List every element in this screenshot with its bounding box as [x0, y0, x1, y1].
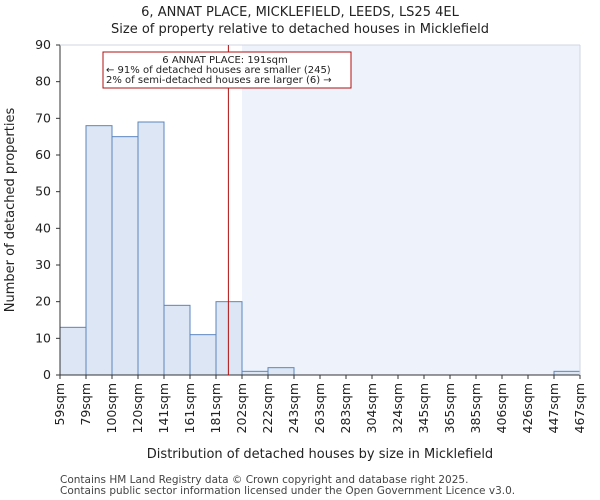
- x-tick-label: 385sqm: [468, 383, 483, 433]
- bar: [163, 304, 191, 376]
- x-tick-label: 100sqm: [104, 383, 119, 433]
- annotation-line-2: ← 91% of detached houses are smaller (24…: [106, 65, 331, 76]
- x-tick-label: 59sqm: [52, 383, 67, 426]
- y-tick-label: 90: [35, 37, 51, 52]
- annotation-line-1: 6 ANNAT PLACE: 191sqm: [162, 55, 287, 66]
- bar: [241, 370, 269, 376]
- x-tick-label: 467sqm: [572, 383, 587, 433]
- bar: [215, 301, 243, 376]
- bar: [189, 334, 217, 376]
- bar: [553, 370, 581, 376]
- x-tick-label: 222sqm: [260, 383, 275, 433]
- bar: [137, 121, 165, 376]
- x-tick-label: 365sqm: [442, 383, 457, 433]
- x-tick-label: 79sqm: [78, 383, 93, 426]
- x-tick-label: 141sqm: [156, 383, 171, 433]
- y-axis-title: Number of detached properties: [3, 108, 18, 313]
- annotation-line-3: 2% of semi-detached houses are larger (6…: [106, 75, 332, 86]
- x-tick-label: 406sqm: [494, 383, 509, 433]
- x-axis-title: Distribution of detached houses by size …: [147, 447, 493, 462]
- footer-line-1: Contains HM Land Registry data © Crown c…: [60, 474, 469, 486]
- chart-subtitle: Size of property relative to detached ho…: [111, 22, 489, 37]
- y-tick-label: 60: [35, 147, 51, 162]
- y-tick-label: 40: [35, 220, 51, 235]
- x-tick-label: 120sqm: [130, 383, 145, 433]
- x-tick-label: 345sqm: [416, 383, 431, 433]
- bar: [85, 125, 113, 376]
- x-tick-label: 161sqm: [182, 383, 197, 433]
- y-tick-label: 0: [43, 367, 51, 382]
- x-tick-label: 202sqm: [234, 383, 249, 433]
- annotation-box: [102, 51, 352, 89]
- x-tick-label: 447sqm: [546, 383, 561, 433]
- x-tick-label: 304sqm: [364, 383, 379, 433]
- y-tick-label: 50: [35, 184, 51, 199]
- bar: [111, 136, 139, 376]
- y-tick-label: 70: [35, 110, 51, 125]
- shaded-region: [242, 45, 580, 375]
- y-tick-label: 30: [35, 257, 51, 272]
- x-tick-label: 324sqm: [390, 383, 405, 433]
- x-tick-label: 283sqm: [338, 383, 353, 433]
- y-tick-label: 10: [35, 330, 51, 345]
- x-tick-label: 243sqm: [286, 383, 301, 433]
- x-tick-label: 263sqm: [312, 383, 327, 433]
- x-tick-label: 181sqm: [208, 383, 223, 433]
- bar: [267, 367, 295, 376]
- y-tick-label: 20: [35, 294, 51, 309]
- chart-title: 6, ANNAT PLACE, MICKLEFIELD, LEEDS, LS25…: [141, 5, 459, 20]
- y-tick-label: 80: [35, 74, 51, 89]
- x-tick-label: 426sqm: [520, 383, 535, 433]
- footer-line-2: Contains public sector information licen…: [60, 485, 516, 497]
- bar: [59, 326, 87, 376]
